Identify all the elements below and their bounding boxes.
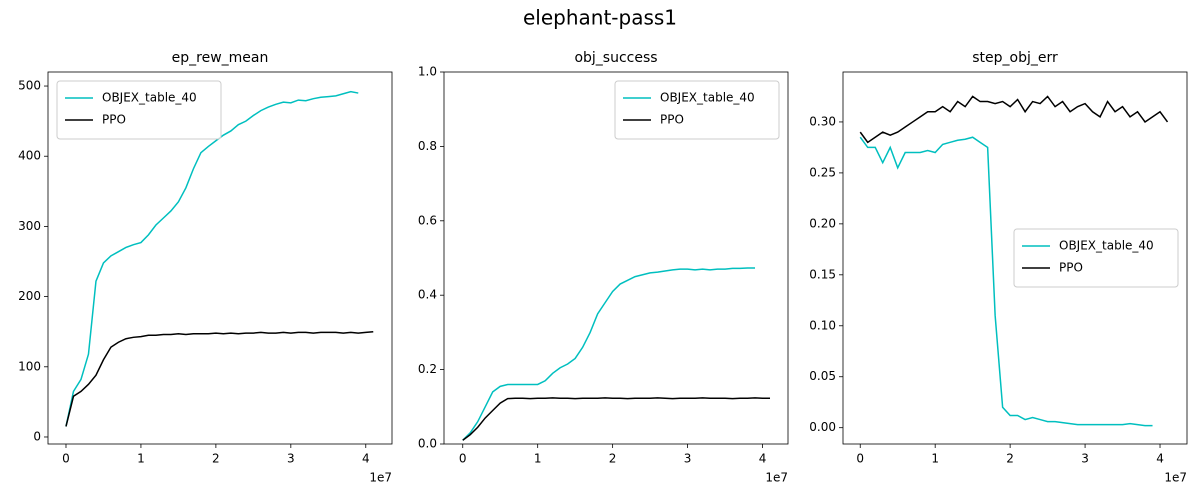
x-tick-label: 0 (459, 452, 467, 466)
x-tick-label: 2 (609, 452, 617, 466)
y-tick-label: 400 (18, 149, 41, 163)
series-line (65, 90, 359, 427)
x-tick-label: 2 (212, 452, 220, 466)
y-tick-label: 0.20 (809, 216, 836, 230)
y-tick-label: 0.2 (418, 362, 437, 376)
axes: ep_rew_mean 0 1 2 3 4 0 100 200 300 400 500 1e7 OBJEX… (18, 50, 393, 485)
legend-label: PPO (1059, 261, 1083, 275)
series-line (859, 95, 1169, 144)
series-line (462, 267, 756, 441)
x-tick-label: 1 (534, 452, 542, 466)
x-tick-label: 4 (1156, 452, 1164, 466)
figure-title: elephant-pass1 (523, 6, 677, 30)
y-tick-label: 200 (18, 289, 41, 303)
x-tick-label: 3 (684, 452, 692, 466)
x-tick-label: 3 (1081, 452, 1089, 466)
y-tick-label: 0.05 (809, 369, 836, 383)
series-line (859, 136, 1153, 427)
y-tick-label: 500 (18, 79, 41, 93)
legend-box (56, 80, 222, 140)
x-tick-label: 4 (362, 452, 370, 466)
y-tick-label: 0.4 (418, 288, 437, 302)
legend-label: PPO (660, 113, 684, 127)
axes-frame (47, 71, 393, 445)
y-tick-label: 0.25 (809, 165, 836, 179)
series-line (462, 397, 771, 441)
y-tick-label: 1.0 (418, 65, 437, 79)
axes-title: obj_success (574, 50, 657, 66)
y-tick-label: 0.00 (809, 420, 836, 434)
legend-label: PPO (102, 113, 126, 127)
axes-frame (842, 71, 1188, 445)
legend-box (1013, 228, 1179, 288)
series-line (65, 330, 374, 427)
x-tick-label: 1 (931, 452, 939, 466)
x-tick-label: 2 (1006, 452, 1014, 466)
y-tick-label: 0.8 (418, 139, 437, 153)
y-tick-label: 100 (18, 359, 41, 373)
y-tick-label: 0 (33, 429, 41, 443)
x-offset-label: 1e7 (369, 471, 392, 485)
y-tick-label: 0.15 (809, 267, 836, 281)
axes-title: step_obj_err (972, 50, 1058, 66)
legend-label: OBJEX_table_40 (1059, 239, 1154, 253)
axes: obj_success 0 1 2 3 4 0.0 0.2 0.4 0.6 0.8 1.0 1e7 OBJ… (418, 50, 789, 485)
y-tick-label: 0.6 (418, 213, 437, 227)
y-tick-label: 300 (18, 219, 41, 233)
y-tick-label: 0.30 (809, 114, 836, 128)
x-tick-label: 0 (62, 452, 70, 466)
x-tick-label: 0 (856, 452, 864, 466)
y-tick-label: 0.10 (809, 318, 836, 332)
axes: step_obj_err 0 1 2 3 4 0.00 0.05 0.10 0.15 0.20 0.2… (809, 50, 1188, 485)
x-tick-label: 3 (287, 452, 295, 466)
x-offset-label: 1e7 (1164, 471, 1187, 485)
y-tick-label: 0.0 (418, 437, 437, 451)
legend-box (614, 80, 780, 140)
legend-label: OBJEX_table_40 (660, 91, 755, 105)
axes-frame (443, 71, 789, 445)
x-offset-label: 1e7 (765, 471, 788, 485)
x-tick-label: 4 (759, 452, 767, 466)
axes-title: ep_rew_mean (172, 50, 269, 66)
x-tick-label: 1 (137, 452, 145, 466)
legend-label: OBJEX_table_40 (102, 91, 197, 105)
